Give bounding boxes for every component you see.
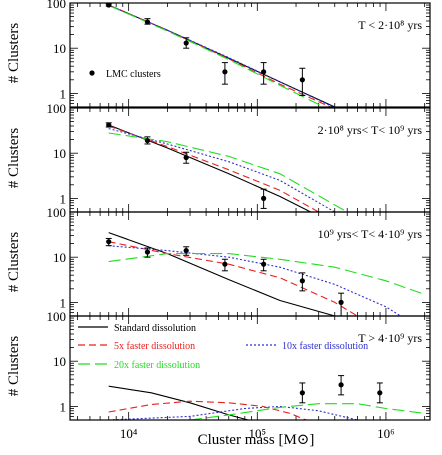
- series-x5-line: [108, 241, 358, 316]
- data-point: [106, 122, 112, 128]
- panel-2: 1 10 100 2·10⁸ yrs< T< 10⁹ yrs: [47, 101, 431, 213]
- series-standard-line: [108, 124, 311, 212]
- panel-3: 1 10 100 10⁹ yrs< T< 4·10⁹ yrs: [47, 205, 431, 317]
- y-tick-label: 1: [60, 295, 67, 310]
- data-point: [299, 278, 305, 284]
- series-x10-line: [108, 245, 401, 316]
- data-point: [222, 69, 228, 75]
- series-standard-line: [108, 232, 335, 316]
- data-point: [183, 40, 189, 46]
- y-tick-label: 1: [60, 399, 67, 414]
- y-tick-label: 100: [47, 205, 67, 220]
- x-ticks-3: [77, 212, 426, 316]
- series-x20-line: [108, 253, 425, 295]
- data-point: [106, 239, 112, 245]
- y-axis-title-3: # Clusters: [6, 232, 22, 293]
- panel-4: 1 10 100 T > 4·10⁹ yrs 10⁴ 10⁵ 10⁶ Standard dis…: [47, 309, 431, 441]
- data-point: [299, 77, 305, 83]
- series-x20-line: [189, 403, 425, 420]
- series-x20-line: [108, 132, 348, 212]
- x-axis-title: Cluster mass [M⊙]: [198, 432, 315, 448]
- panel-1: 1 10 100 T < 2·10⁸ yrs LMC clusters: [47, 0, 431, 108]
- legend-label-x10: 10x faster dissolution: [282, 341, 368, 352]
- x-tick-label: 10⁵: [249, 426, 267, 441]
- y-axis-title-1: # Clusters: [6, 23, 22, 84]
- data-point: [338, 299, 344, 305]
- data-point: [299, 390, 305, 396]
- data-point: [377, 390, 383, 396]
- y-tick-label: 10: [53, 41, 66, 56]
- data-point: [338, 382, 344, 388]
- y-tick-label: 1: [60, 86, 67, 101]
- x-tick-label: 10⁴: [120, 426, 138, 441]
- y-tick-label: 100: [47, 101, 67, 116]
- panel-title: T > 4·10⁹ yrs: [358, 331, 422, 345]
- lmc-legend-marker: [89, 70, 95, 76]
- y-axis-title-4: # Clusters: [6, 336, 22, 397]
- panel-frame: [69, 2, 431, 108]
- data-point: [144, 137, 151, 144]
- series-x20-line: [108, 4, 325, 107]
- y-tick-label: 100: [47, 309, 67, 324]
- data-point: [261, 261, 267, 267]
- y-tick-label: 1: [60, 191, 67, 206]
- data-point: [222, 261, 228, 267]
- y-axis-title-2: # Clusters: [6, 128, 22, 189]
- data-point: [261, 69, 267, 75]
- x-tick-label: 10⁶: [377, 426, 395, 441]
- data-point: [144, 19, 151, 25]
- y-tick-label: 10: [53, 250, 66, 265]
- legend-label-x20: 20x faster dissolution: [114, 360, 200, 371]
- series-x5-line: [108, 125, 319, 212]
- legend-label-standard: Standard dissolution: [114, 323, 196, 334]
- series-standard-line: [108, 385, 249, 420]
- data-point: [183, 154, 189, 161]
- y-tick-label: 10: [53, 354, 66, 369]
- panel-title: T < 2·10⁸ yrs: [358, 18, 422, 32]
- y-tick-label: 10: [53, 146, 66, 161]
- legend-label-x5: 5x faster dissolution: [114, 341, 195, 352]
- data-point: [261, 195, 267, 201]
- panel-frame: [69, 315, 431, 421]
- lmc-legend-label: LMC clusters: [106, 69, 161, 80]
- x-ticks-2: [77, 108, 426, 212]
- series-x10-line: [108, 405, 358, 420]
- y-tick-label: 100: [47, 0, 67, 11]
- data-point: [183, 247, 189, 254]
- data-point: [144, 249, 151, 255]
- x-ticks-1: [77, 3, 426, 107]
- panel-title: 10⁹ yrs< T< 4·10⁹ yrs: [318, 227, 423, 241]
- data-point: [106, 2, 112, 8]
- panel-title: 2·10⁸ yrs< T< 10⁹ yrs: [318, 123, 423, 137]
